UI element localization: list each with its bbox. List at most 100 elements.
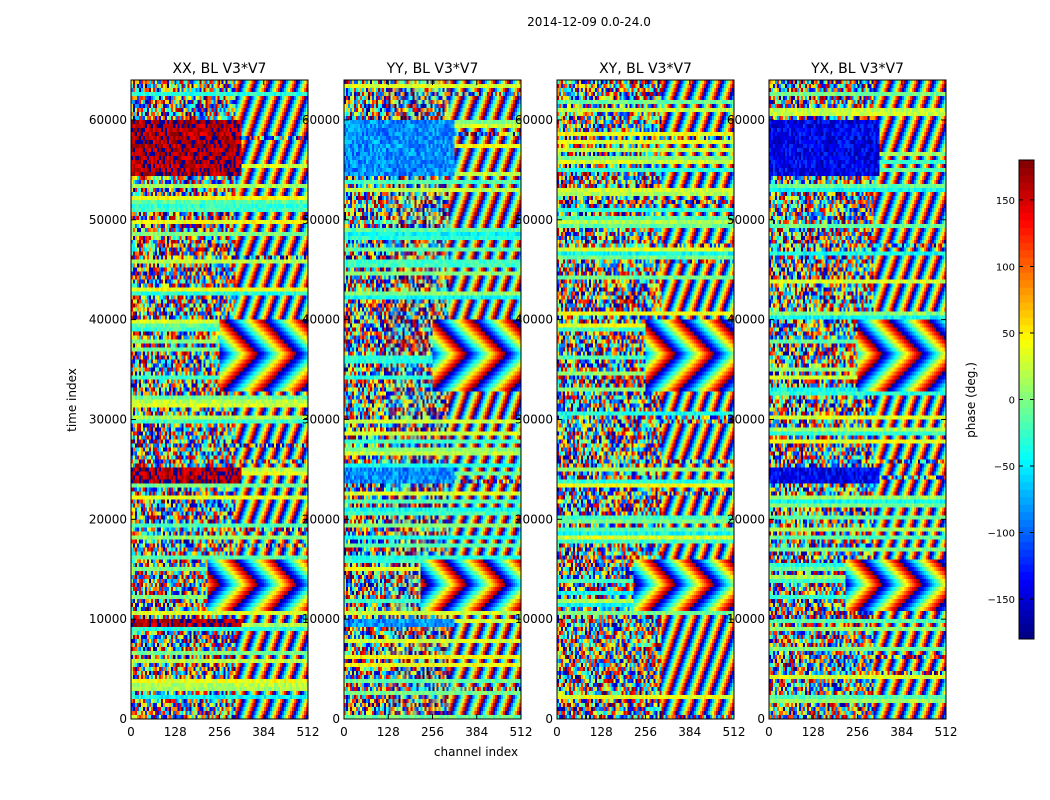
- colorbar-segment: [1019, 586, 1034, 595]
- x-axis-label: channel index: [434, 745, 518, 759]
- x-tick-label: 512: [297, 725, 320, 739]
- y-tick-label: 0: [545, 712, 553, 726]
- colorbar-tick-label: −150: [988, 595, 1015, 606]
- colorbar-segment: [1019, 197, 1034, 206]
- y-tick-label: 60000: [302, 113, 340, 127]
- x-tick-label: 128: [802, 725, 825, 739]
- colorbar-segment: [1019, 347, 1034, 356]
- x-tick-label: 384: [465, 725, 488, 739]
- y-tick-label: 30000: [515, 412, 553, 426]
- y-tick-label: 20000: [302, 512, 340, 526]
- colorbar-segment: [1019, 242, 1034, 251]
- x-tick-label: 512: [510, 725, 533, 739]
- y-tick-label: 30000: [727, 412, 765, 426]
- panel-2: YY, BL V3*V7 0 128 256 384 512 0 10000 20000 3000…: [302, 61, 533, 739]
- colorbar-segment: [1019, 182, 1034, 191]
- colorbar-segment: [1019, 369, 1034, 378]
- colorbar-segment: [1019, 526, 1034, 535]
- colorbar-segment: [1019, 392, 1034, 400]
- colorbar-segment: [1019, 339, 1034, 348]
- colorbar-tick-label: −50: [994, 462, 1015, 473]
- y-tick-label: 40000: [515, 313, 553, 327]
- colorbar-segment: [1019, 631, 1034, 640]
- colorbar-segment: [1019, 399, 1034, 408]
- panel-title: XX, BL V3*V7: [173, 61, 267, 77]
- colorbar-segment: [1019, 624, 1034, 633]
- panel-title: YX, BL V3*V7: [810, 61, 904, 77]
- x-tick-label: 0: [340, 725, 348, 739]
- colorbar-segment: [1019, 377, 1034, 386]
- colorbar-segment: [1019, 519, 1034, 528]
- x-tick-label: 256: [634, 725, 657, 739]
- x-tick-label: 512: [935, 725, 958, 739]
- colorbar-segment: [1019, 594, 1034, 603]
- panel-3: XY, BL V3*V7 0 128 256 384 512 0 10000 20000 3000…: [515, 61, 746, 739]
- colorbar-tick-label: −100: [988, 529, 1015, 540]
- panel-4: YX, BL V3*V7 0 128 256 384 512 0 10000 20000 3000…: [727, 61, 958, 739]
- colorbar-segment: [1019, 279, 1034, 288]
- x-tick-label: 384: [678, 725, 701, 739]
- colorbar-segment: [1019, 459, 1034, 468]
- colorbar-segment: [1019, 272, 1034, 281]
- colorbar-segment: [1019, 616, 1034, 625]
- colorbar-segment: [1019, 174, 1034, 183]
- y-tick-label: 40000: [302, 313, 340, 327]
- colorbar-segment: [1019, 481, 1034, 490]
- panel-title: YY, BL V3*V7: [386, 61, 479, 77]
- y-tick-label: 50000: [89, 213, 127, 227]
- heatmap-image: [131, 80, 308, 719]
- colorbar-segment: [1019, 167, 1034, 176]
- x-tick-label: 256: [846, 725, 869, 739]
- colorbar-segment: [1019, 414, 1034, 423]
- y-tick-label: 10000: [89, 612, 127, 626]
- heatmap-image: [769, 80, 946, 719]
- colorbar-segment: [1019, 324, 1034, 333]
- colorbar-segment: [1019, 496, 1034, 505]
- y-tick-label: 0: [757, 712, 765, 726]
- colorbar: −150 −100 −50 0 50 100 150 phase (deg.): [964, 159, 1035, 640]
- panel-title: XY, BL V3*V7: [599, 61, 692, 77]
- colorbar-segment: [1019, 534, 1034, 543]
- y-tick-label: 60000: [89, 113, 127, 127]
- colorbar-tick-label: 150: [996, 196, 1015, 207]
- colorbar-segment: [1019, 234, 1034, 243]
- x-tick-label: 0: [127, 725, 135, 739]
- y-tick-label: 20000: [515, 512, 553, 526]
- colorbar-tick-label: 50: [1002, 329, 1015, 340]
- colorbar-segment: [1019, 227, 1034, 236]
- x-tick-label: 256: [208, 725, 231, 739]
- colorbar-segment: [1019, 564, 1034, 573]
- y-tick-label: 30000: [89, 412, 127, 426]
- y-tick-label: 40000: [89, 313, 127, 327]
- colorbar-segment: [1019, 429, 1034, 438]
- y-tick-label: 60000: [515, 113, 553, 127]
- colorbar-segment: [1019, 466, 1034, 475]
- y-tick-label: 10000: [302, 612, 340, 626]
- colorbar-segment: [1019, 511, 1034, 520]
- colorbar-segment: [1019, 384, 1034, 393]
- colorbar-segment: [1019, 579, 1034, 588]
- y-tick-label: 20000: [89, 512, 127, 526]
- x-tick-label: 0: [553, 725, 561, 739]
- colorbar-segment: [1019, 257, 1034, 266]
- colorbar-tick-label: 100: [996, 262, 1015, 273]
- y-tick-label: 10000: [727, 612, 765, 626]
- colorbar-label: phase (deg.): [964, 362, 978, 438]
- y-tick-label: 60000: [727, 113, 765, 127]
- colorbar-segment: [1019, 264, 1034, 273]
- colorbar-segment: [1019, 309, 1034, 318]
- y-tick-label: 40000: [727, 313, 765, 327]
- heatmap-panels: XX, BL V3*V7 0 128 256 384 512 0 10000 20000 3000…: [89, 61, 958, 739]
- colorbar-segment: [1019, 354, 1034, 363]
- y-tick-label: 0: [332, 712, 340, 726]
- x-tick-label: 128: [164, 725, 187, 739]
- panel-1: XX, BL V3*V7 0 128 256 384 512 0 10000 20000 3000…: [89, 61, 320, 739]
- x-tick-label: 0: [765, 725, 773, 739]
- y-tick-label: 50000: [727, 213, 765, 227]
- colorbar-segment: [1019, 556, 1034, 565]
- colorbar-segment: [1019, 609, 1034, 618]
- x-tick-label: 384: [890, 725, 913, 739]
- colorbar-segment: [1019, 474, 1034, 483]
- y-tick-label: 10000: [515, 612, 553, 626]
